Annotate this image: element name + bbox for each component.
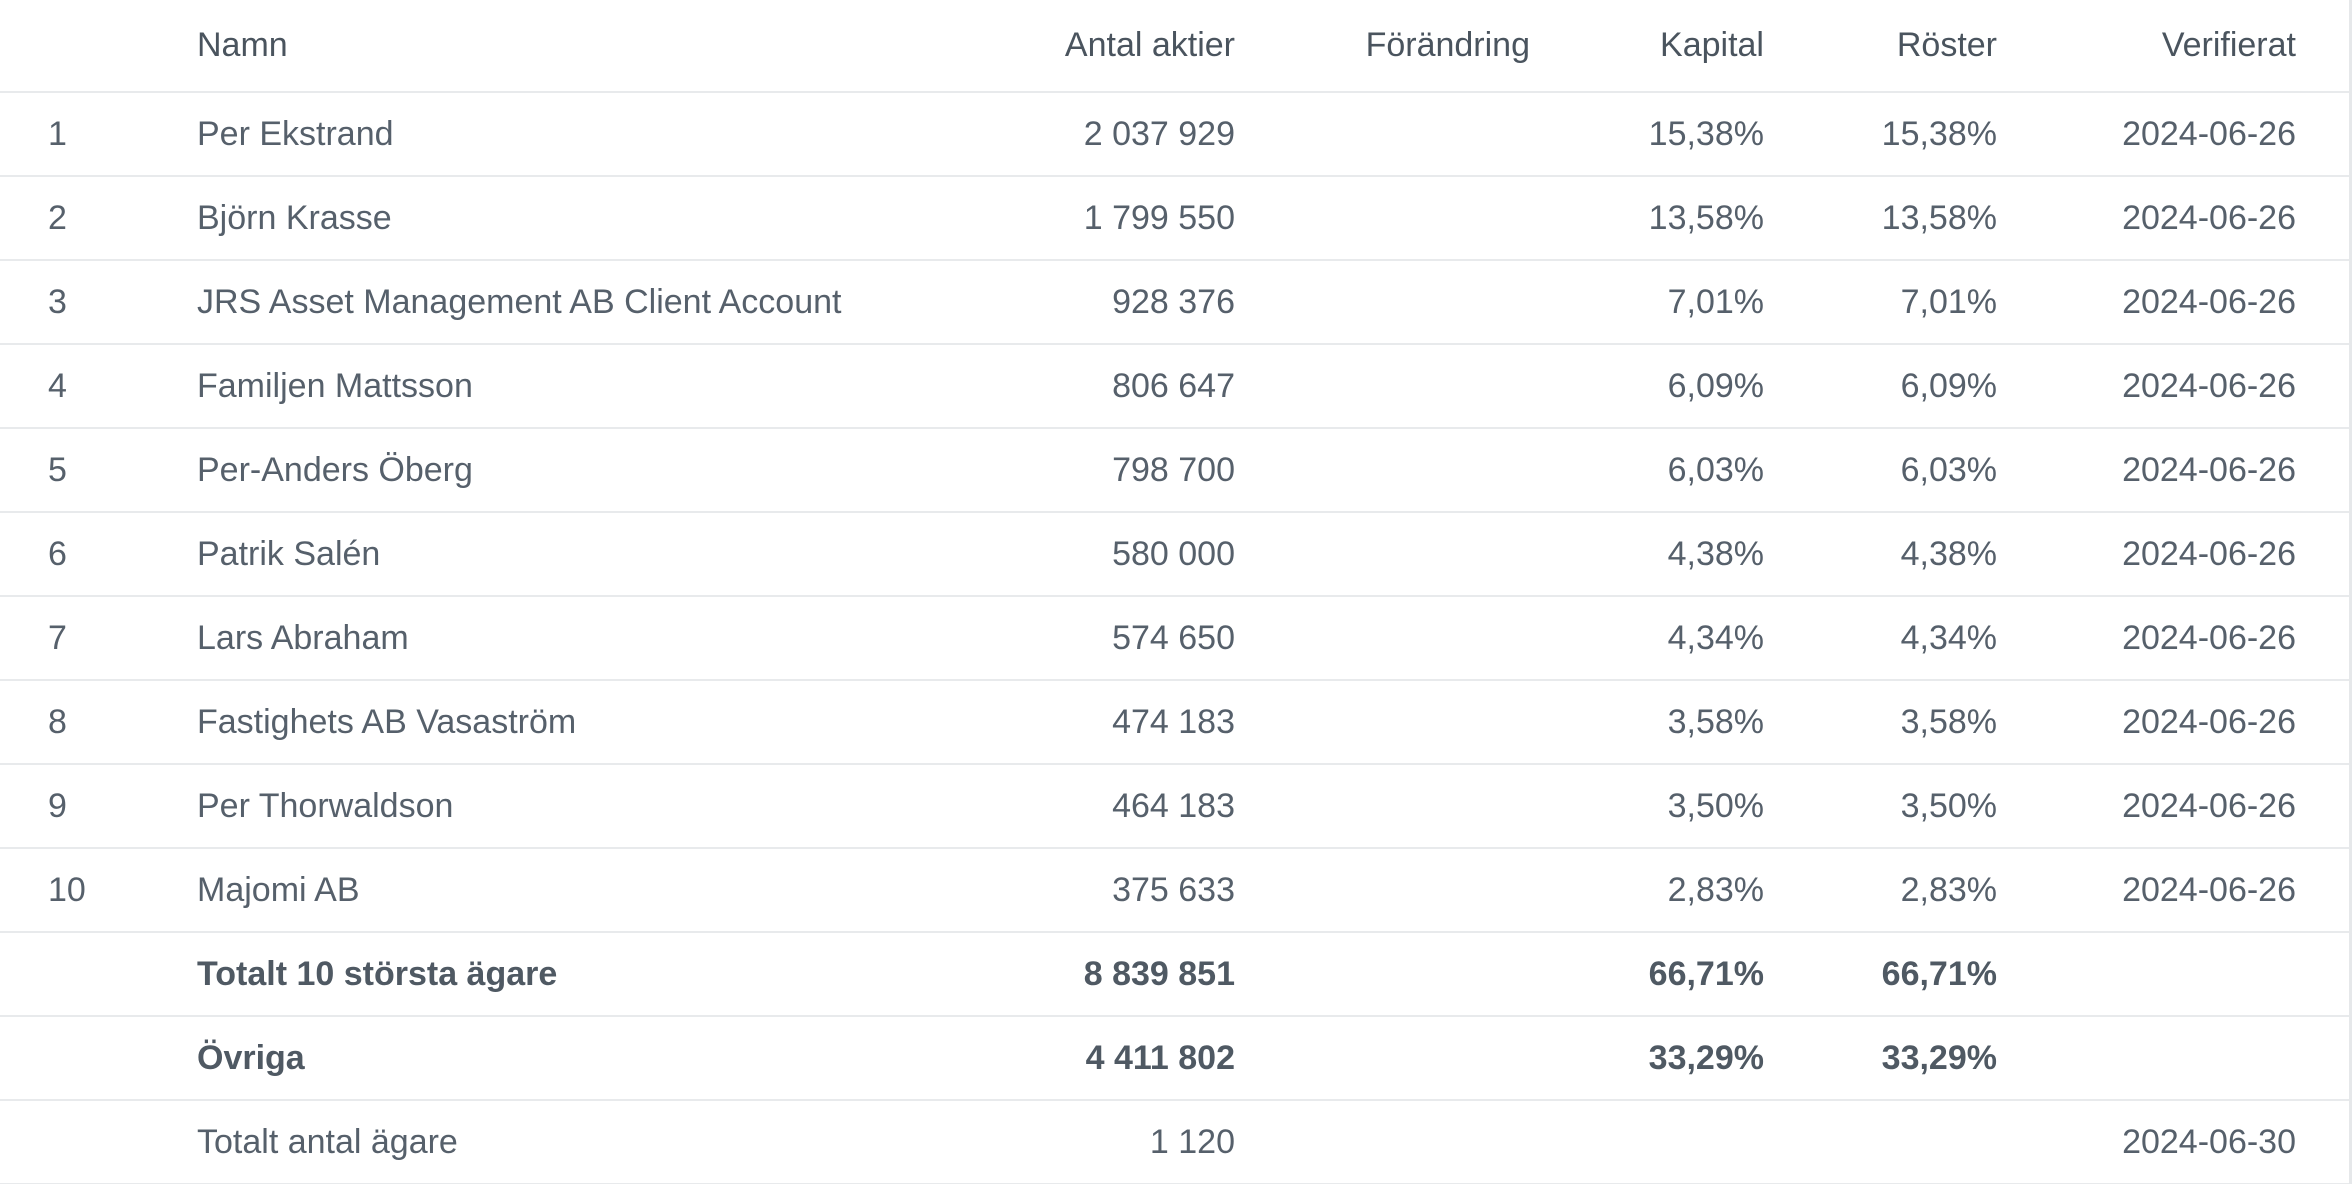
table-row: 7 Lars Abraham 574 650 4,34% 4,34% 2024-… <box>0 597 2349 681</box>
owner-name-cell: Björn Krasse <box>197 198 392 237</box>
votes-cell: 6,03% <box>1900 450 1997 489</box>
table-row: 1 Per Ekstrand 2 037 929 15,38% 15,38% 2… <box>0 93 2349 177</box>
votes-cell: 3,50% <box>1900 786 1997 825</box>
summary-votes: 33,29% <box>1881 1038 1997 1077</box>
owner-name-cell: Familjen Mattsson <box>197 366 473 405</box>
rank-cell: 7 <box>48 618 67 657</box>
capital-cell: 6,09% <box>1667 366 1764 405</box>
verified-cell: 2024-06-26 <box>2122 198 2296 237</box>
capital-cell: 4,34% <box>1667 618 1764 657</box>
header-shares[interactable]: Antal aktier <box>1064 26 1235 64</box>
verified-cell: 2024-06-26 <box>2122 534 2296 573</box>
rank-cell: 2 <box>48 198 67 237</box>
shares-cell: 928 376 <box>1112 282 1235 321</box>
capital-cell: 3,58% <box>1667 702 1764 741</box>
summary-row-others: Övriga 4 411 802 33,29% 33,29% <box>0 1017 2349 1101</box>
verified-cell: 2024-06-26 <box>2122 450 2296 489</box>
shares-cell: 1 799 550 <box>1083 198 1235 237</box>
summary-verified: 2024-06-30 <box>2122 1122 2296 1161</box>
votes-cell: 15,38% <box>1881 114 1997 153</box>
verified-cell: 2024-06-26 <box>2122 786 2296 825</box>
rank-cell: 8 <box>48 702 67 741</box>
owner-name-cell: Majomi AB <box>197 870 360 909</box>
rank-cell: 6 <box>48 534 67 573</box>
rank-cell: 4 <box>48 366 67 405</box>
rank-cell: 1 <box>48 114 67 153</box>
votes-cell: 4,38% <box>1900 534 1997 573</box>
shares-cell: 2 037 929 <box>1083 114 1235 153</box>
votes-cell: 3,58% <box>1900 702 1997 741</box>
summary-label: Totalt 10 största ägare <box>197 954 558 993</box>
summary-votes: 66,71% <box>1881 954 1997 993</box>
rank-cell: 5 <box>48 450 67 489</box>
summary-label: Totalt antal ägare <box>197 1122 458 1161</box>
summary-owner-count: 1 120 <box>1149 1122 1235 1161</box>
votes-cell: 2,83% <box>1900 870 1997 909</box>
table-row: 8 Fastighets AB Vasaström 474 183 3,58% … <box>0 681 2349 765</box>
header-name[interactable]: Namn <box>197 26 288 64</box>
verified-cell: 2024-06-26 <box>2122 702 2296 741</box>
votes-cell: 4,34% <box>1900 618 1997 657</box>
owner-name-cell: JRS Asset Management AB Client Account <box>197 282 842 321</box>
verified-cell: 2024-06-26 <box>2122 618 2296 657</box>
table-row: 6 Patrik Salén 580 000 4,38% 4,38% 2024-… <box>0 513 2349 597</box>
owner-name-cell: Patrik Salén <box>197 534 381 573</box>
summary-shares: 4 411 802 <box>1085 1038 1235 1077</box>
capital-cell: 2,83% <box>1667 870 1764 909</box>
capital-cell: 3,50% <box>1667 786 1764 825</box>
owner-name-cell: Per Ekstrand <box>197 114 394 153</box>
rank-cell: 10 <box>48 870 86 909</box>
shares-cell: 375 633 <box>1112 870 1235 909</box>
summary-row-owners: Totalt antal ägare 1 120 2024-06-30 <box>0 1101 2349 1184</box>
verified-cell: 2024-06-26 <box>2122 114 2296 153</box>
shares-cell: 474 183 <box>1112 702 1235 741</box>
summary-row-top10: Totalt 10 största ägare 8 839 851 66,71%… <box>0 933 2349 1017</box>
verified-cell: 2024-06-26 <box>2122 870 2296 909</box>
verified-cell: 2024-06-26 <box>2122 282 2296 321</box>
shares-cell: 580 000 <box>1112 534 1235 573</box>
capital-cell: 7,01% <box>1667 282 1764 321</box>
capital-cell: 13,58% <box>1648 198 1764 237</box>
summary-label: Övriga <box>197 1038 305 1077</box>
table-row: 3 JRS Asset Management AB Client Account… <box>0 261 2349 345</box>
header-capital[interactable]: Kapital <box>1660 26 1764 64</box>
owner-name-cell: Per-Anders Öberg <box>197 450 473 489</box>
table-row: 4 Familjen Mattsson 806 647 6,09% 6,09% … <box>0 345 2349 429</box>
shares-cell: 574 650 <box>1112 618 1235 657</box>
summary-shares: 8 839 851 <box>1083 954 1235 993</box>
table-row: 2 Björn Krasse 1 799 550 13,58% 13,58% 2… <box>0 177 2349 261</box>
capital-cell: 4,38% <box>1667 534 1764 573</box>
owner-name-cell: Fastighets AB Vasaström <box>197 702 577 741</box>
shares-cell: 464 183 <box>1112 786 1235 825</box>
summary-capital: 33,29% <box>1648 1038 1764 1077</box>
table-header: Namn Antal aktier Förändring Kapital Rös… <box>0 0 2349 93</box>
rank-cell: 3 <box>48 282 67 321</box>
shares-cell: 798 700 <box>1112 450 1235 489</box>
header-change[interactable]: Förändring <box>1365 26 1530 64</box>
votes-cell: 7,01% <box>1900 282 1997 321</box>
header-votes[interactable]: Röster <box>1896 26 1997 64</box>
table-row: 9 Per Thorwaldson 464 183 3,50% 3,50% 20… <box>0 765 2349 849</box>
header-verified[interactable]: Verifierat <box>2161 26 2296 64</box>
capital-cell: 6,03% <box>1667 450 1764 489</box>
owner-name-cell: Lars Abraham <box>197 618 409 657</box>
votes-cell: 13,58% <box>1881 198 1997 237</box>
summary-capital: 66,71% <box>1648 954 1764 993</box>
owner-name-cell: Per Thorwaldson <box>197 786 454 825</box>
capital-cell: 15,38% <box>1648 114 1764 153</box>
rank-cell: 9 <box>48 786 67 825</box>
shares-cell: 806 647 <box>1112 366 1235 405</box>
votes-cell: 6,09% <box>1900 366 1997 405</box>
verified-cell: 2024-06-26 <box>2122 366 2296 405</box>
table-row: 5 Per-Anders Öberg 798 700 6,03% 6,03% 2… <box>0 429 2349 513</box>
table-row: 10 Majomi AB 375 633 2,83% 2,83% 2024-06… <box>0 849 2349 933</box>
